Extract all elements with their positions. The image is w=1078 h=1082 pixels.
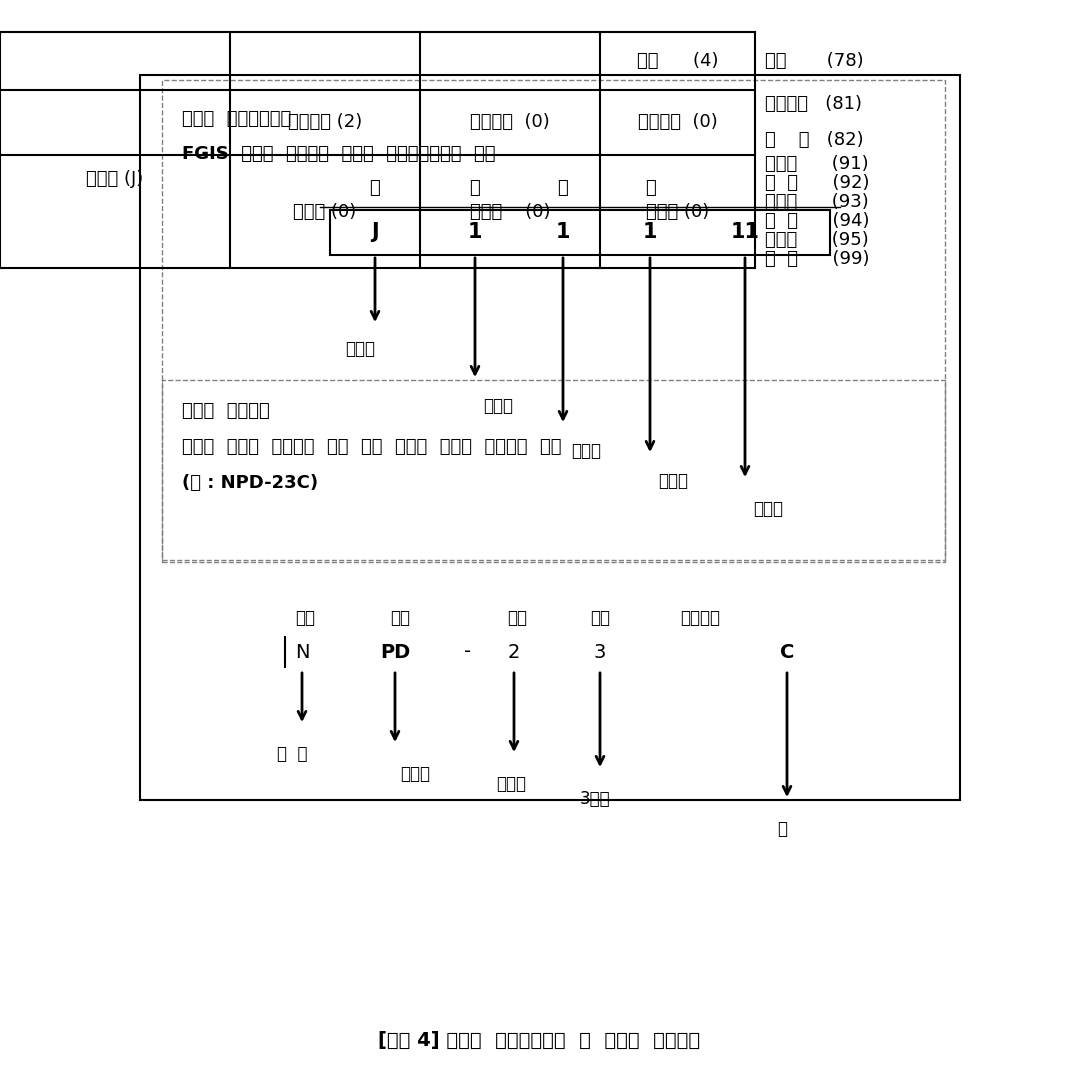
Text: 수관밀도: 수관밀도 — [680, 609, 720, 626]
Text: 주거지      (91): 주거지 (91) — [765, 156, 869, 173]
Text: 제    지   (82): 제 지 (82) — [765, 132, 863, 149]
Text: 기  타      (99): 기 타 (99) — [765, 250, 870, 267]
Text: 임상도  속성코드: 임상도 속성코드 — [182, 403, 270, 420]
Text: 초  지      (92): 초 지 (92) — [765, 174, 870, 193]
Text: FGIS  표준을  준수하여  산림의  토지이용형태를  표시: FGIS 표준을 준수하여 산림의 토지이용형태를 표시 — [182, 145, 496, 163]
Text: 영급: 영급 — [590, 609, 610, 626]
Text: 과수원      (95): 과수원 (95) — [765, 230, 869, 249]
Text: 중: 중 — [470, 179, 481, 197]
Text: 비산림 (0): 비산림 (0) — [293, 202, 357, 221]
Text: PD: PD — [379, 643, 410, 661]
Text: 인공림: 인공림 — [571, 443, 602, 460]
Bar — [330, 210, 830, 255]
Bar — [140, 75, 960, 800]
Text: 천  연: 천 연 — [277, 745, 307, 763]
Text: 대: 대 — [370, 179, 381, 197]
Text: 비산림    (0): 비산림 (0) — [470, 202, 550, 221]
Text: 세: 세 — [645, 179, 655, 197]
Text: [그림 4] 임상도  지형지물코드  및  임상도  속성코드: [그림 4] 임상도 지형지물코드 및 임상도 속성코드 — [378, 1030, 700, 1050]
Text: 무립목지  (0): 무립목지 (0) — [470, 114, 550, 132]
Text: 1: 1 — [556, 223, 570, 242]
Bar — [162, 380, 945, 562]
Text: 임상도  라벨로  활용하여  여러  가지  속성을  한번에  지도상에  표현: 임상도 라벨로 활용하여 여러 가지 속성을 한번에 지도상에 표현 — [182, 438, 562, 456]
Text: 경작지      (93): 경작지 (93) — [765, 193, 869, 211]
Text: 무립목지  (0): 무립목지 (0) — [637, 114, 717, 132]
Text: J: J — [371, 223, 378, 242]
Text: 1: 1 — [468, 223, 482, 242]
Text: 임상도  지형지물코드: 임상도 지형지물코드 — [182, 110, 291, 128]
Text: 족림       (78): 족림 (78) — [765, 52, 863, 70]
Text: 침엽수: 침엽수 — [658, 472, 688, 490]
Text: 중경목: 중경목 — [496, 775, 526, 793]
Text: 3영급: 3영급 — [580, 790, 610, 808]
Text: 2: 2 — [508, 643, 521, 661]
Text: 속림      (4): 속림 (4) — [637, 52, 718, 70]
Text: 임종: 임종 — [295, 609, 315, 626]
Text: 밀: 밀 — [777, 820, 787, 837]
Text: 무립목지 (2): 무립목지 (2) — [288, 114, 362, 132]
Text: 입목지: 입목지 — [483, 397, 513, 415]
Text: 3: 3 — [594, 643, 606, 661]
Text: 소나무: 소나무 — [400, 765, 430, 783]
Text: 1: 1 — [642, 223, 658, 242]
Text: 경급: 경급 — [507, 609, 527, 626]
Text: 소나무: 소나무 — [754, 500, 783, 518]
Text: 11: 11 — [731, 223, 760, 242]
Text: 소: 소 — [557, 179, 568, 197]
Text: 미립목지   (81): 미립목지 (81) — [765, 95, 862, 114]
Text: 수  체      (94): 수 체 (94) — [765, 212, 870, 229]
Text: N: N — [294, 643, 309, 661]
Text: 수종: 수종 — [390, 609, 410, 626]
Text: C: C — [779, 643, 794, 661]
Text: 임상도 (J): 임상도 (J) — [86, 170, 143, 188]
Text: 임상도: 임상도 — [345, 340, 375, 358]
Text: 비산림 (0): 비산림 (0) — [646, 202, 709, 221]
Text: -: - — [465, 643, 471, 661]
Text: (예 : NPD-23C): (예 : NPD-23C) — [182, 474, 318, 492]
Bar — [162, 80, 945, 560]
